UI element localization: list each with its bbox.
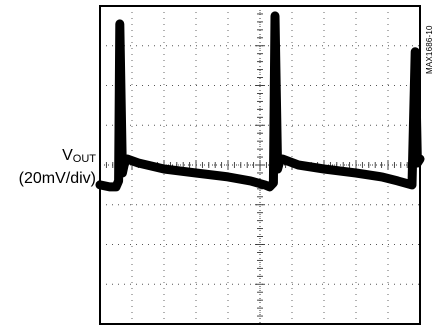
data-point	[354, 171, 358, 175]
data-point	[121, 171, 124, 175]
y-axis-scale: (20mV/div)	[18, 170, 96, 187]
data-point	[126, 157, 129, 161]
y-axis-label-subscript: OUT	[72, 153, 96, 165]
data-point	[249, 179, 252, 183]
data-point	[162, 167, 166, 171]
data-point	[272, 181, 275, 185]
data-point	[268, 185, 271, 189]
data-point	[118, 22, 122, 26]
figure-id: MAX1686-10	[425, 25, 434, 74]
data-point	[410, 183, 414, 187]
data-point	[281, 157, 284, 161]
data-point	[380, 175, 383, 179]
data-point	[114, 185, 118, 189]
y-axis-label: VOUT (20mV/div)	[6, 146, 96, 188]
data-point	[117, 179, 120, 183]
y-axis-label-symbol: V	[62, 147, 73, 164]
data-point	[322, 167, 326, 171]
data-point	[276, 167, 279, 171]
data-point	[416, 161, 419, 165]
data-point	[297, 163, 300, 167]
data-point	[226, 175, 230, 179]
data-point	[273, 14, 277, 18]
data-point	[137, 161, 140, 165]
data-point	[263, 183, 266, 187]
data-point	[98, 183, 102, 187]
data-point	[414, 50, 417, 53]
data-point	[418, 157, 422, 161]
data-point	[278, 159, 282, 163]
trace-layer	[95, 11, 425, 192]
data-point	[194, 171, 198, 175]
data-point	[123, 159, 127, 163]
data-point	[108, 185, 111, 189]
data-point	[396, 179, 399, 183]
